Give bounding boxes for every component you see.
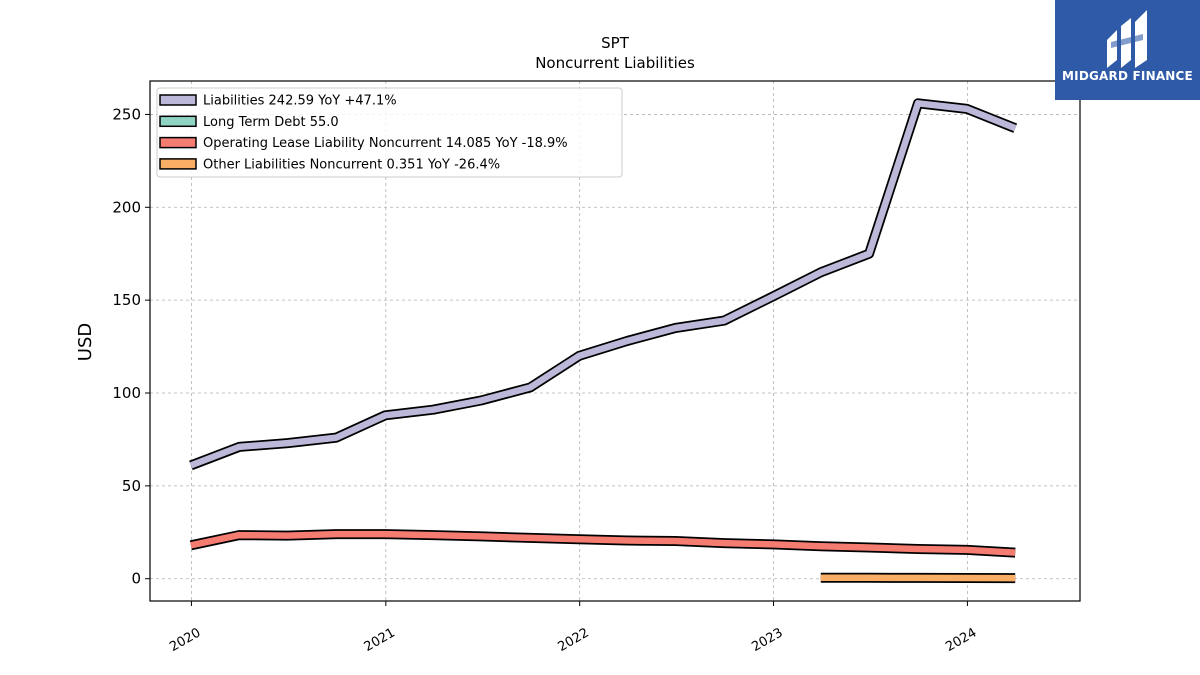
logo-text: MIDGARD FINANCE bbox=[1062, 69, 1193, 83]
chart-subtitle: Noncurrent Liabilities bbox=[535, 54, 695, 72]
legend-swatch bbox=[159, 115, 197, 128]
plot-frame bbox=[149, 80, 1081, 602]
legend-swatch bbox=[159, 136, 197, 149]
y-tick-label: 200 bbox=[112, 198, 141, 216]
y-tick-label: 0 bbox=[131, 570, 141, 588]
y-tick-label: 100 bbox=[112, 384, 141, 402]
x-tick-label: 2023 bbox=[749, 625, 785, 655]
series-line-liabilities bbox=[189, 100, 1017, 469]
y-tick-label: 250 bbox=[112, 105, 141, 123]
x-tick-label: 2021 bbox=[362, 625, 398, 655]
y-tick-label: 50 bbox=[122, 477, 141, 495]
legend-box bbox=[156, 87, 623, 178]
legend-swatch bbox=[159, 158, 197, 170]
legend-label: Liabilities 242.59 YoY +47.1% bbox=[203, 94, 397, 109]
x-tick-label: 2022 bbox=[556, 625, 592, 655]
x-tick-label: 2024 bbox=[943, 625, 979, 655]
brand-logo: MIDGARD FINANCE bbox=[1055, 0, 1200, 100]
chart-title: SPT bbox=[601, 34, 630, 52]
legend-label: Long Term Debt 55.0 bbox=[203, 115, 339, 130]
series-line-operating-lease-liability-noncurrent bbox=[190, 530, 1016, 556]
y-axis-ticks: 0 50 100 150 200 250 bbox=[112, 105, 150, 588]
series-layer bbox=[189, 98, 1018, 584]
legend-label: Operating Lease Liability Noncurrent 14.… bbox=[203, 136, 568, 151]
legend-swatch bbox=[159, 94, 197, 106]
logo-mark-icon bbox=[1107, 10, 1147, 68]
legend-label: Other Liabilities Noncurrent 0.351 YoY -… bbox=[203, 157, 500, 172]
x-tick-label: 2020 bbox=[167, 625, 203, 655]
y-tick-label: 150 bbox=[112, 291, 141, 309]
legend: Liabilities 242.59 YoY +47.1% Long Term D… bbox=[156, 87, 623, 178]
y-axis-label: USD bbox=[75, 323, 96, 361]
x-axis-ticks: 2020 2021 2022 2023 2024 bbox=[167, 601, 979, 655]
